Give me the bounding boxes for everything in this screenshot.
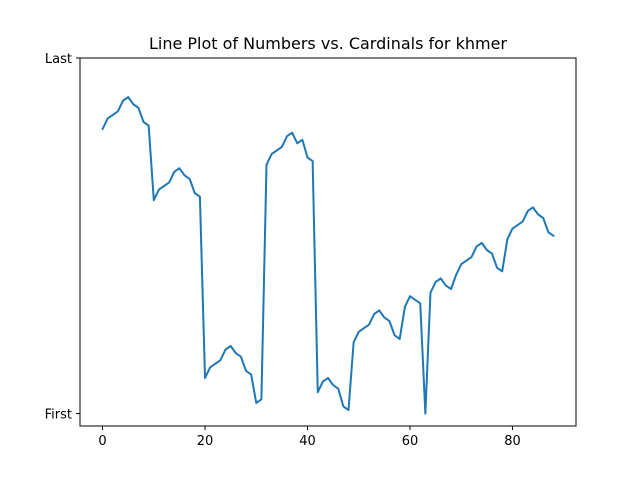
x-tick-label: 80: [504, 434, 521, 449]
x-tick-label: 40: [299, 434, 316, 449]
series-line-0: [101, 96, 555, 415]
x-axis: 0 20 40 60 80: [98, 426, 521, 449]
x-tick-label: 20: [197, 434, 214, 449]
y-axis: First Last: [45, 52, 80, 423]
plot-frame: [79, 57, 577, 427]
x-tick-label: 60: [402, 434, 419, 449]
chart-title: Line Plot of Numbers vs. Cardinals for k…: [149, 34, 507, 53]
plot-area: [101, 96, 555, 415]
x-tick-label: 0: [98, 434, 106, 449]
y-tick-label: First: [45, 408, 72, 423]
y-tick-label: Last: [45, 52, 72, 67]
